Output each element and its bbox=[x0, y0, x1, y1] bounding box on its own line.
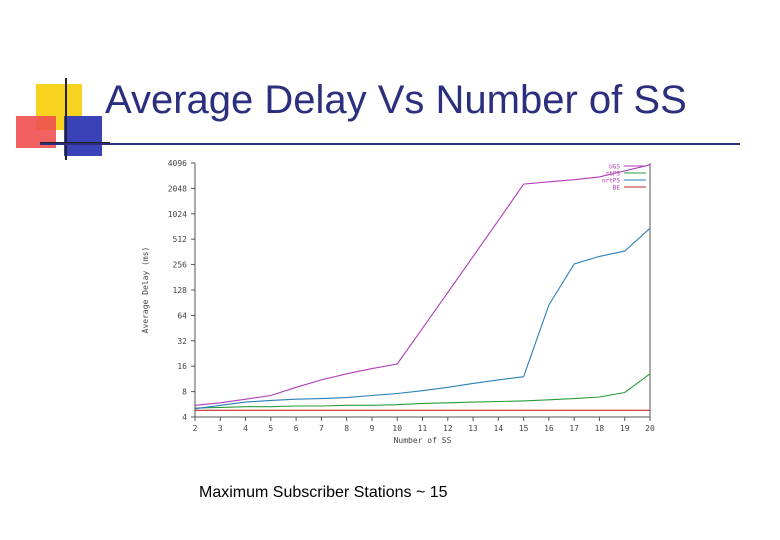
series-line-nrtps bbox=[194, 227, 651, 410]
y-tick-label: 128 bbox=[173, 286, 188, 295]
x-tick-label: 9 bbox=[370, 424, 375, 433]
legend-label-ugs: UGS bbox=[609, 164, 620, 171]
y-tick-label: 2048 bbox=[168, 184, 187, 193]
y-tick-label: 4096 bbox=[168, 159, 187, 168]
x-tick-label: 19 bbox=[620, 424, 630, 433]
x-tick-label: 2 bbox=[193, 424, 198, 433]
x-tick-label: 12 bbox=[443, 424, 453, 433]
y-tick-label: 512 bbox=[173, 235, 188, 244]
slide-caption: Maximum Subscriber Stations ~ 15 bbox=[199, 484, 448, 501]
x-tick-label: 7 bbox=[319, 424, 324, 433]
legend-label-nrtps: nrtPS bbox=[602, 178, 620, 185]
x-tick-label: 10 bbox=[392, 424, 402, 433]
x-tick-label: 8 bbox=[344, 424, 349, 433]
logo-blue-square bbox=[64, 116, 102, 156]
x-axis-title: Number of SS bbox=[394, 436, 452, 445]
x-tick-label: 11 bbox=[418, 424, 428, 433]
slide-title: Average Delay Vs Number of SS bbox=[105, 78, 687, 122]
x-tick-label: 14 bbox=[494, 424, 504, 433]
x-tick-label: 15 bbox=[519, 424, 529, 433]
legend-label-be: BE bbox=[613, 185, 621, 192]
y-tick-label: 8 bbox=[182, 388, 187, 397]
legend-label-rtps: rtPS bbox=[606, 171, 621, 178]
series-line-rtps bbox=[194, 373, 651, 409]
y-tick-label: 16 bbox=[177, 362, 187, 371]
x-tick-label: 20 bbox=[645, 424, 655, 433]
x-tick-label: 4 bbox=[243, 424, 248, 433]
series-line-ugs bbox=[194, 164, 651, 406]
y-tick-label: 1024 bbox=[168, 210, 187, 219]
x-tick-label: 6 bbox=[294, 424, 299, 433]
y-tick-label: 4 bbox=[182, 413, 187, 422]
y-tick-label: 256 bbox=[173, 261, 188, 270]
delay-chart: 4 8 16 32 64 128 256 512 1024 2048 4096 2 3 4 5 6 7 8 9 10 1… bbox=[141, 159, 655, 445]
x-tick-label: 16 bbox=[544, 424, 554, 433]
x-tick-label: 18 bbox=[595, 424, 605, 433]
x-tick-label: 5 bbox=[268, 424, 273, 433]
x-tick-label: 17 bbox=[569, 424, 579, 433]
y-tick-label: 64 bbox=[177, 311, 187, 320]
title-underline bbox=[40, 143, 740, 145]
y-tick-label: 32 bbox=[177, 337, 187, 346]
x-tick-label: 13 bbox=[468, 424, 478, 433]
y-axis-title: Average Delay (ms) bbox=[141, 247, 150, 334]
x-tick-label: 3 bbox=[218, 424, 223, 433]
